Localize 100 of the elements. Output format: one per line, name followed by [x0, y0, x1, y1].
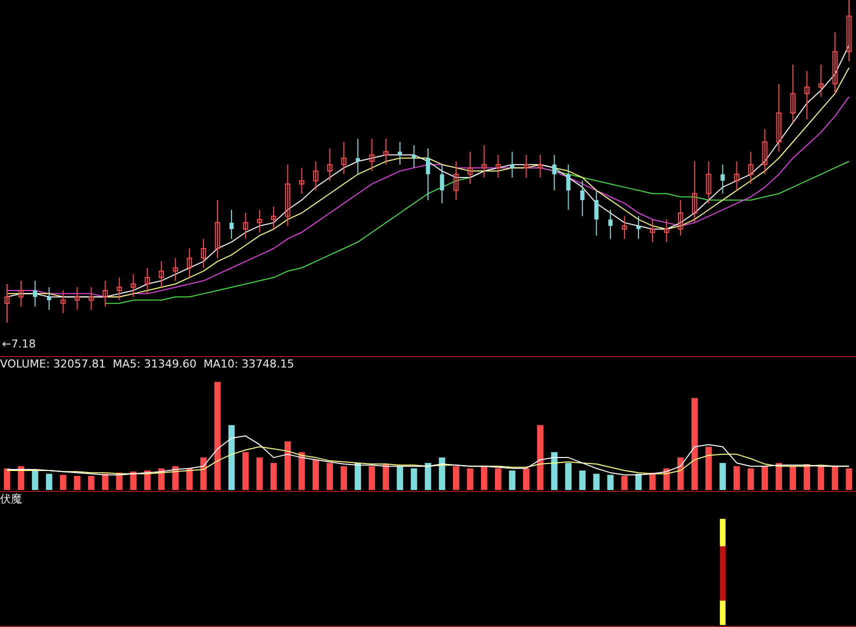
candlestick	[158, 260, 164, 288]
candlestick	[172, 258, 178, 282]
bar	[284, 441, 291, 490]
bar	[214, 382, 221, 490]
candlestick	[341, 142, 346, 175]
candlestick	[706, 160, 712, 204]
candlestick	[369, 138, 374, 172]
bar	[452, 466, 460, 490]
candlestick	[186, 248, 192, 278]
candlestick	[748, 151, 754, 184]
candlestick	[608, 209, 613, 240]
candlestick	[18, 280, 24, 308]
candlestick	[271, 206, 276, 230]
candlestick	[200, 238, 206, 268]
candlestick	[116, 277, 122, 301]
bar	[818, 466, 824, 490]
bar	[691, 398, 698, 490]
bar	[466, 468, 474, 490]
candlestick	[720, 164, 725, 194]
bar	[256, 458, 263, 490]
candlestick	[214, 200, 220, 259]
candlestick	[692, 160, 698, 224]
candlestick	[257, 209, 262, 233]
bar	[480, 466, 488, 490]
candlestick	[285, 164, 290, 226]
bar	[523, 468, 530, 490]
bar	[776, 462, 782, 490]
bar	[706, 446, 712, 490]
candlestick	[440, 164, 444, 204]
bar	[158, 468, 165, 490]
candlestick	[594, 190, 598, 236]
candlestick	[313, 160, 318, 191]
bar	[790, 466, 796, 490]
bar	[424, 462, 432, 490]
candlestick	[818, 64, 824, 98]
candlestick	[510, 151, 514, 178]
candlestick	[482, 144, 487, 178]
candlestick	[762, 128, 768, 175]
candlestick	[74, 286, 80, 310]
candlestick	[552, 154, 556, 191]
bar	[368, 466, 376, 490]
candlestick	[496, 154, 501, 178]
candlestick	[524, 154, 529, 178]
candlestick	[32, 280, 38, 308]
candlestick	[453, 160, 459, 201]
candlestick	[664, 218, 670, 243]
bar	[537, 425, 544, 490]
candlestick	[327, 148, 332, 182]
candlestick	[60, 290, 66, 314]
bar	[74, 476, 80, 490]
candlestick	[678, 200, 684, 236]
bar	[565, 462, 572, 490]
bar	[228, 425, 235, 490]
candlestick	[804, 70, 810, 120]
bar	[621, 476, 628, 490]
bar	[607, 474, 614, 490]
bar	[579, 470, 586, 490]
bar	[804, 464, 810, 490]
candlestick	[88, 286, 94, 310]
bar	[340, 466, 347, 490]
bar	[509, 470, 516, 490]
candlestick	[832, 32, 838, 94]
candlestick	[299, 167, 304, 194]
candlestick	[622, 216, 628, 240]
bar	[88, 476, 94, 490]
bar	[242, 452, 249, 490]
candlestick	[467, 151, 473, 184]
bar	[734, 466, 740, 490]
bar	[46, 474, 52, 490]
candlestick	[102, 280, 108, 308]
bar	[762, 466, 768, 490]
bar	[4, 468, 10, 490]
candlestick	[538, 154, 543, 178]
candlestick	[383, 138, 389, 166]
bar	[410, 468, 418, 490]
bar	[326, 462, 333, 490]
candlestick	[580, 180, 584, 217]
bar	[270, 462, 277, 490]
candlestick	[734, 160, 740, 191]
text: ←7.18	[2, 337, 36, 350]
bar	[354, 462, 361, 490]
candlestick	[356, 138, 360, 175]
bar	[130, 472, 136, 490]
bar	[396, 466, 404, 490]
candlestick	[130, 274, 136, 298]
bar	[846, 468, 852, 490]
bar	[32, 470, 38, 490]
candlestick	[846, 0, 852, 62]
candlestick	[4, 284, 10, 324]
bar	[298, 452, 305, 490]
candlestick	[650, 218, 656, 243]
candlestick	[229, 209, 234, 240]
candlestick	[790, 64, 796, 124]
candlestick	[776, 83, 782, 152]
candlestick	[426, 148, 430, 201]
chart-title: 伏魔	[0, 492, 22, 506]
bar	[60, 474, 66, 490]
bar	[832, 466, 838, 490]
candlestick	[144, 267, 150, 294]
candlestick	[566, 164, 570, 210]
